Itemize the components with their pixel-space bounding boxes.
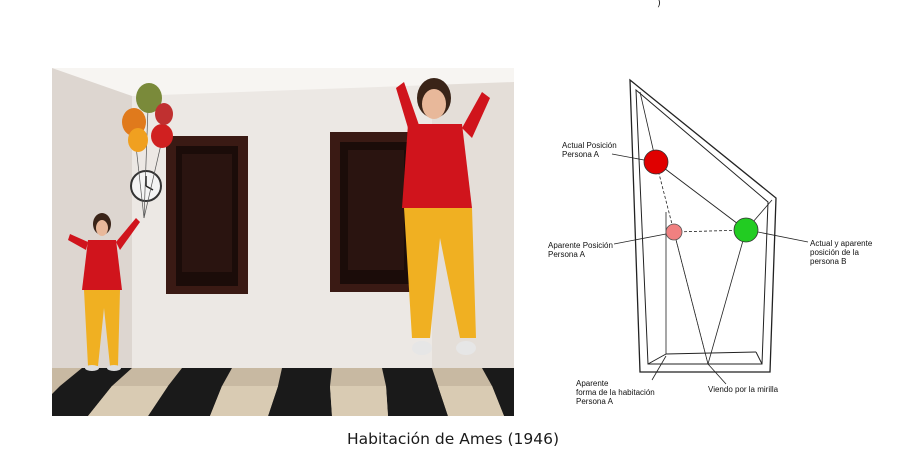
label-actual-b-2: posición de la bbox=[810, 248, 859, 257]
top-fragment: ) bbox=[657, 0, 661, 9]
ames-room-diagram: Actual Posición Persona A Aparente Posic… bbox=[540, 72, 880, 412]
apparent-position-a-marker bbox=[665, 223, 683, 241]
label-room-shape-1: Aparente bbox=[576, 379, 609, 388]
label-peephole: Viendo por la mirilla bbox=[708, 385, 779, 394]
label-actual-b-3: persona B bbox=[810, 257, 846, 266]
label-apparent-a-1: Aparente Posición bbox=[548, 241, 613, 250]
ames-room-photo bbox=[52, 68, 514, 416]
label-apparent-a-2: Persona A bbox=[548, 250, 586, 259]
room-outer-outline bbox=[629, 78, 777, 373]
person-b-marker bbox=[733, 217, 759, 243]
figure-caption: Habitación de Ames (1946) bbox=[346, 430, 560, 448]
label-room-shape-3: Persona A bbox=[576, 397, 614, 406]
label-room-shape-2: forma de la habitación bbox=[576, 388, 655, 397]
label-actual-a-1: Actual Posición bbox=[562, 141, 617, 150]
actual-position-a-marker bbox=[643, 149, 669, 175]
label-actual-b-1: Actual y aparente bbox=[810, 239, 873, 248]
label-actual-a-2: Persona A bbox=[562, 150, 600, 159]
